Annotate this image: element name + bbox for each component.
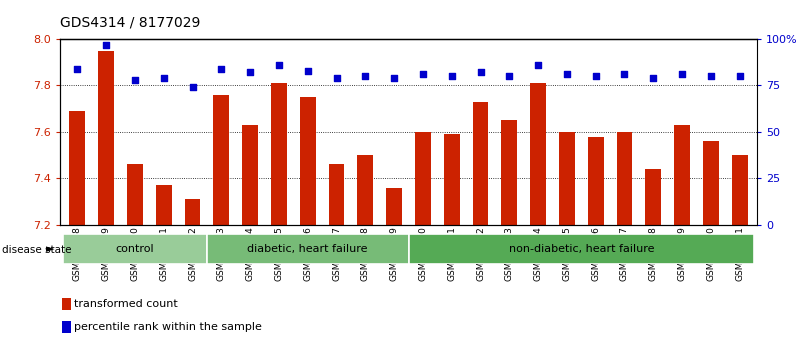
Point bbox=[244, 69, 256, 75]
Point bbox=[676, 72, 689, 77]
Point bbox=[71, 66, 84, 72]
Point bbox=[733, 73, 746, 79]
Bar bbox=[473, 102, 489, 225]
Text: control: control bbox=[115, 244, 155, 254]
Bar bbox=[62, 298, 70, 310]
Bar bbox=[271, 83, 287, 225]
Point bbox=[215, 66, 227, 72]
Point bbox=[618, 72, 631, 77]
Bar bbox=[386, 188, 402, 225]
Bar bbox=[501, 120, 517, 225]
Bar bbox=[184, 199, 200, 225]
Bar bbox=[732, 155, 747, 225]
Text: non-diabetic, heart failure: non-diabetic, heart failure bbox=[509, 244, 654, 254]
Bar bbox=[328, 164, 344, 225]
Point bbox=[445, 73, 458, 79]
Point bbox=[503, 73, 516, 79]
Text: ►: ► bbox=[46, 245, 54, 255]
Point bbox=[359, 73, 372, 79]
Bar bbox=[674, 125, 690, 225]
Bar bbox=[213, 95, 229, 225]
Bar bbox=[415, 132, 431, 225]
Point bbox=[157, 75, 170, 81]
Point bbox=[301, 68, 314, 73]
Point bbox=[128, 77, 141, 82]
Bar bbox=[409, 234, 754, 264]
Bar bbox=[703, 141, 718, 225]
Bar bbox=[127, 164, 143, 225]
Text: diabetic, heart failure: diabetic, heart failure bbox=[248, 244, 368, 254]
Point bbox=[561, 72, 574, 77]
Point bbox=[647, 75, 660, 81]
Text: transformed count: transformed count bbox=[74, 299, 178, 309]
Bar bbox=[300, 97, 316, 225]
Bar bbox=[63, 234, 207, 264]
Text: percentile rank within the sample: percentile rank within the sample bbox=[74, 322, 262, 332]
Bar bbox=[588, 137, 604, 225]
Bar bbox=[242, 125, 258, 225]
Point bbox=[186, 84, 199, 90]
Bar bbox=[156, 185, 171, 225]
Point bbox=[474, 69, 487, 75]
Text: GDS4314 / 8177029: GDS4314 / 8177029 bbox=[60, 16, 200, 30]
Bar bbox=[62, 321, 70, 333]
Point bbox=[100, 42, 113, 47]
Bar bbox=[357, 155, 373, 225]
Point bbox=[388, 75, 400, 81]
Point bbox=[704, 73, 717, 79]
Point bbox=[417, 72, 429, 77]
Bar bbox=[444, 134, 460, 225]
Bar bbox=[70, 111, 85, 225]
Point bbox=[330, 75, 343, 81]
Bar bbox=[207, 234, 409, 264]
Bar bbox=[530, 83, 546, 225]
Bar bbox=[559, 132, 575, 225]
Text: disease state: disease state bbox=[2, 245, 71, 255]
Point bbox=[532, 62, 545, 68]
Bar bbox=[646, 169, 661, 225]
Point bbox=[272, 62, 285, 68]
Point bbox=[590, 73, 602, 79]
Bar bbox=[99, 51, 114, 225]
Bar bbox=[617, 132, 633, 225]
